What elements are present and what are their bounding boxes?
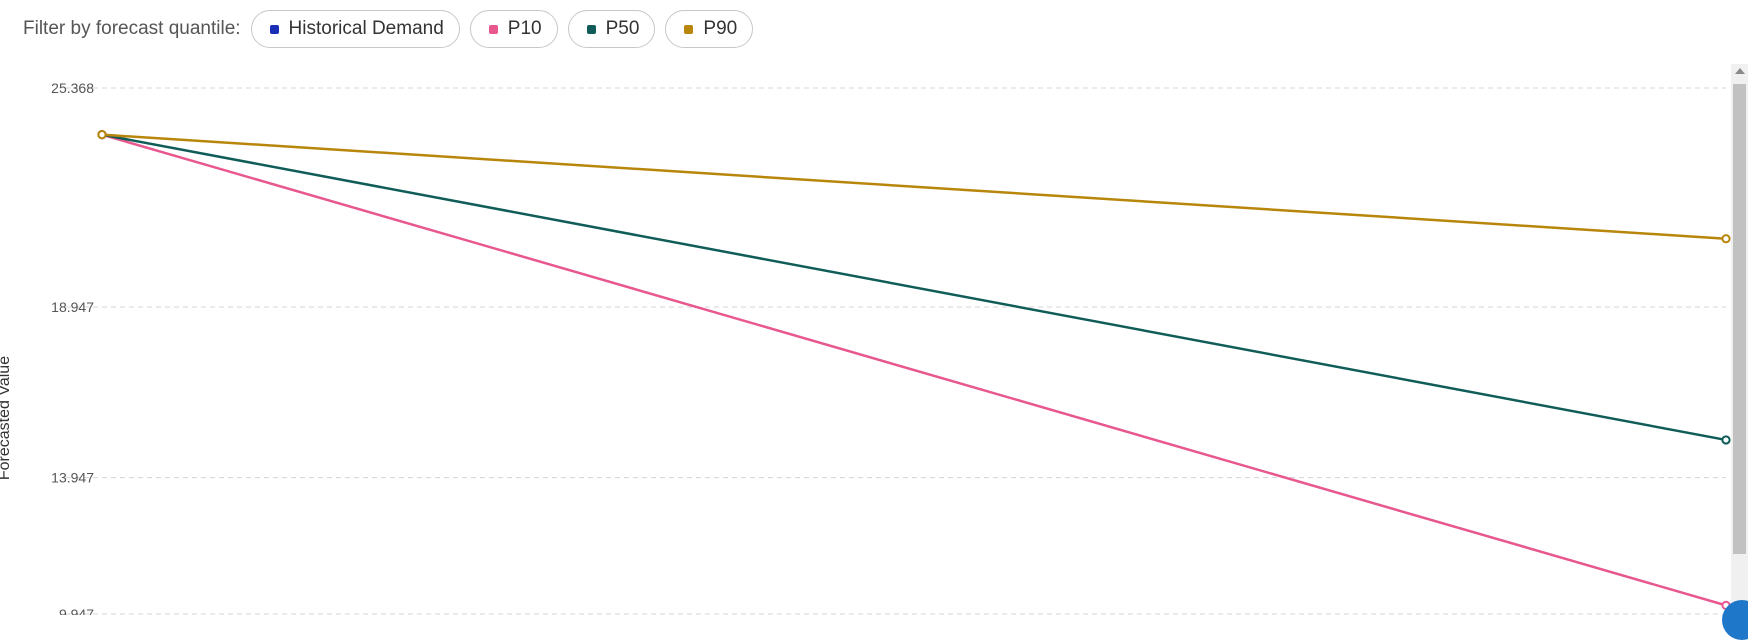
vertical-scrollbar[interactable]	[1731, 64, 1748, 615]
data-point-p50[interactable]	[1721, 435, 1731, 445]
p50-swatch	[586, 24, 596, 34]
quantile-filter-bar: Filter by forecast quantile: Historical …	[23, 9, 754, 49]
series-line-p90	[101, 133, 1727, 240]
y-axis-label: Forecasted Value	[0, 356, 13, 480]
series-line-p10	[101, 133, 1727, 607]
chat-bubble-icon[interactable]	[1722, 600, 1748, 640]
y-tick-label: 13.947	[51, 470, 94, 486]
y-tick-label: 9.947	[59, 606, 94, 615]
data-point-p90[interactable]	[1721, 234, 1731, 244]
filter-pill-label: Historical Demand	[288, 18, 444, 39]
series-layer	[97, 130, 1731, 610]
y-tick-label: 18.947	[51, 299, 94, 315]
filter-pill-label: P50	[605, 18, 640, 39]
y-tick-labels: 25.368 18.947 13.947 9.947	[51, 80, 94, 615]
scrollbar-thumb[interactable]	[1733, 84, 1746, 554]
grid-layer	[66, 87, 1726, 615]
scroll-up-arrow-icon[interactable]	[1735, 68, 1745, 74]
y-tick-label: 25.368	[51, 80, 94, 96]
filter-pill-historical-demand[interactable]: Historical Demand	[250, 10, 460, 48]
series-line-p50	[101, 133, 1727, 442]
data-point-p90[interactable]	[97, 130, 107, 140]
historical-demand-swatch	[269, 24, 279, 34]
p90-swatch	[684, 24, 694, 34]
filter-pill-p90[interactable]: P90	[665, 10, 754, 48]
forecast-line-chart: 25.368 18.947 13.947 9.947 Forecasted Value	[0, 80, 1731, 615]
filter-pill-p50[interactable]: P50	[567, 10, 656, 48]
filter-pill-p10[interactable]: P10	[469, 10, 558, 48]
filter-label: Filter by forecast quantile:	[23, 18, 241, 39]
filter-pill-label: P90	[703, 18, 738, 39]
filter-pill-label: P10	[507, 18, 542, 39]
p10-swatch	[488, 24, 498, 34]
